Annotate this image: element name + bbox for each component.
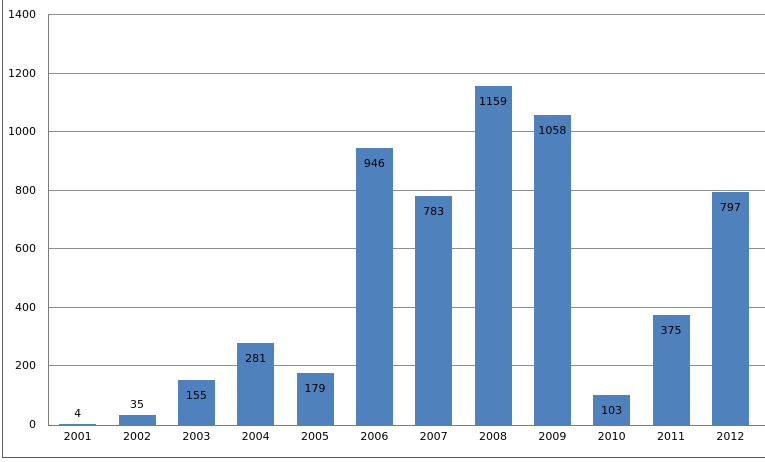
y-axis-tick-label: 800	[15, 183, 36, 197]
bar-2004	[237, 342, 275, 425]
x-axis-tick-label-2007: 2007	[419, 430, 448, 443]
y-axis-tick-label: 1400	[8, 8, 36, 21]
bar-2006	[355, 147, 393, 425]
gridline-400	[48, 306, 765, 308]
gridline-600	[48, 248, 765, 250]
bar-value-label-2007: 783	[423, 204, 445, 218]
bar-2012	[711, 191, 749, 425]
gridline-1200	[48, 72, 765, 74]
gridline-1400	[48, 14, 765, 15]
x-axis-tick-label-2001: 2001	[63, 430, 92, 443]
y-axis-tick-label: 400	[15, 300, 36, 314]
x-axis-tick-label-2008: 2008	[479, 430, 507, 443]
y-axis-tick-label: 0	[29, 418, 36, 431]
y-axis-tick-label: 1000	[8, 125, 36, 139]
x-axis-tick-label-2012: 2012	[716, 430, 745, 443]
bar-2011	[652, 315, 690, 425]
x-axis-tick-label-2002: 2002	[123, 430, 151, 443]
bar-value-label-2008: 1159	[479, 94, 507, 108]
y-axis-line	[48, 15, 49, 425]
bar-value-label-2011: 375	[660, 324, 682, 338]
gridline-1000	[48, 131, 765, 133]
bar-value-label-2006: 946	[363, 156, 385, 170]
chart-frame-left-border	[2, 0, 3, 458]
bar-2009	[533, 115, 571, 425]
bar-value-label-2004: 281	[245, 351, 267, 365]
bar-value-label-2002: 35	[130, 397, 144, 411]
bar-2010	[593, 394, 631, 425]
bar-value-label-2010: 103	[601, 403, 623, 417]
y-axis-tick-label: 200	[15, 359, 36, 373]
bar-value-label-2009: 1058	[538, 124, 567, 138]
bar-value-label-2003: 155	[185, 388, 207, 402]
x-axis-tick-label-2005: 2005	[301, 430, 329, 443]
bar-2008	[474, 85, 512, 425]
x-axis-tick-label-2004: 2004	[241, 430, 270, 443]
y-axis-tick-label: 600	[15, 242, 36, 256]
bar-2003	[177, 379, 215, 425]
bar-value-label-2001: 4	[74, 406, 82, 420]
bar-2005	[296, 372, 334, 425]
x-axis-tick-label-2006: 2006	[360, 430, 389, 443]
x-axis-line	[48, 425, 765, 426]
gridline-200	[48, 365, 765, 367]
bar-2002	[118, 414, 156, 425]
bar-value-label-2005: 179	[304, 381, 326, 395]
x-axis-tick-label-2003: 2003	[182, 430, 211, 443]
gridline-800	[48, 189, 765, 191]
y-axis-tick-label: 1200	[8, 66, 36, 80]
bar-value-label-2012: 797	[719, 200, 741, 214]
chart-frame-bottom-border	[2, 457, 765, 458]
x-axis-tick-label-2010: 2010	[597, 430, 626, 443]
x-axis-tick-label-2011: 2011	[657, 430, 685, 443]
x-axis-tick-label-2009: 2009	[538, 430, 567, 443]
bar-2007	[415, 195, 453, 425]
bar-2001	[59, 423, 97, 425]
